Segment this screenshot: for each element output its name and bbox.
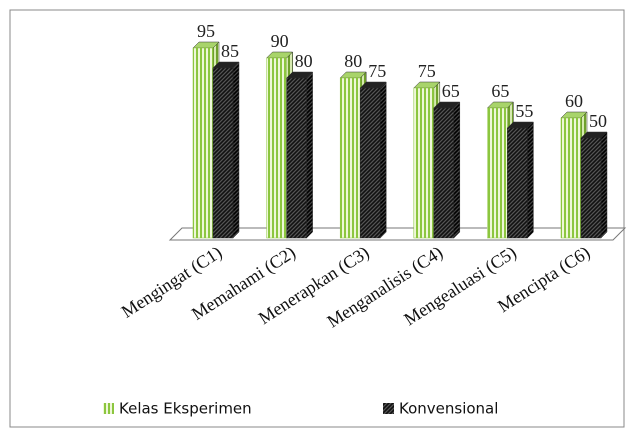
data-label: 65: [442, 81, 460, 101]
data-label: 80: [295, 51, 313, 71]
legend-label: Kelas Eksperimen: [119, 400, 252, 418]
bar-side: [527, 121, 534, 239]
bar: [506, 121, 535, 239]
data-label: 60: [565, 91, 583, 111]
data-label: 65: [491, 81, 509, 101]
data-label: 75: [418, 61, 436, 81]
data-label: 50: [589, 111, 607, 131]
bar-front: [580, 137, 602, 239]
bar-front: [212, 67, 234, 239]
bar-front: [192, 47, 214, 239]
bar-side: [453, 101, 461, 239]
bar: [580, 131, 608, 239]
bar-front: [266, 57, 287, 239]
bar: [359, 81, 387, 239]
bar-front: [413, 87, 435, 239]
data-label: 90: [271, 31, 289, 51]
bar-front: [487, 107, 508, 239]
bar: [433, 101, 461, 239]
bar-front: [286, 77, 307, 239]
data-label: 95: [197, 21, 215, 41]
bar-side: [379, 81, 387, 239]
legend-label: Konvensional: [399, 400, 498, 418]
bar-front: [339, 77, 361, 239]
bar-side: [232, 61, 240, 239]
bar-front: [507, 127, 528, 239]
bar: [285, 71, 314, 239]
legend-swatch: [383, 403, 394, 414]
bar-side: [600, 131, 608, 239]
data-label: 75: [368, 61, 386, 81]
data-label: 55: [515, 101, 533, 121]
bar-front: [560, 117, 582, 239]
bar-side: [306, 71, 313, 239]
data-label: 80: [344, 51, 362, 71]
bar: [212, 61, 240, 239]
bar-front: [433, 107, 455, 239]
bar-front: [359, 87, 381, 239]
data-label: 85: [221, 41, 239, 61]
legend-swatch: [103, 403, 114, 414]
